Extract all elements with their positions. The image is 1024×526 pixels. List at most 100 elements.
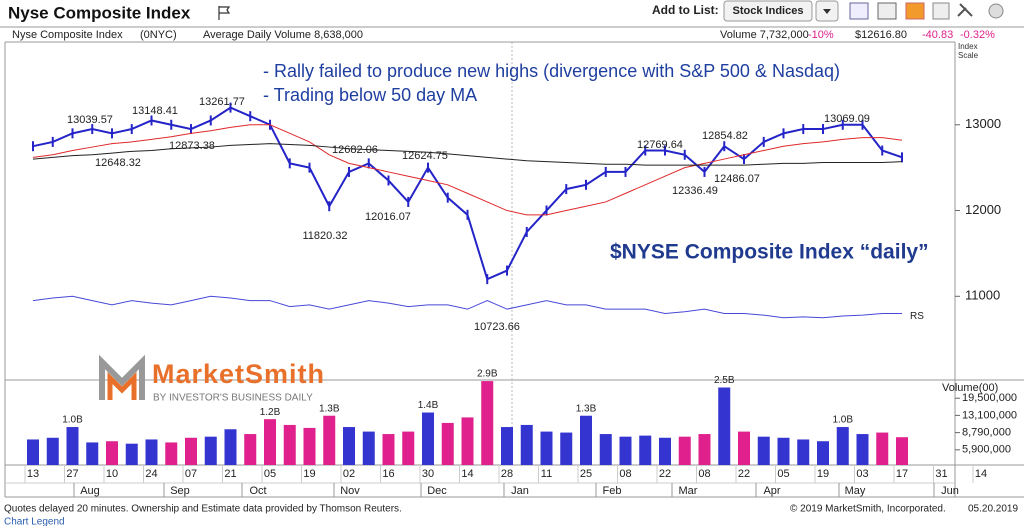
y-tick-label: 12000 <box>965 202 1001 217</box>
x-tick-label: 13 <box>27 468 39 480</box>
month-label: Oct <box>249 485 266 497</box>
price-label: 10723.66 <box>474 321 520 333</box>
volume-label: 2.5B <box>714 375 735 386</box>
price-label: 12682.06 <box>332 144 378 156</box>
help-icon[interactable] <box>988 3 1004 19</box>
volume-bar <box>165 442 178 465</box>
month-label: Jan <box>511 485 529 497</box>
volume-bar <box>599 434 612 465</box>
footer-copyright: © 2019 MarketSmith, Incorporated. <box>790 504 946 515</box>
volume-bar <box>876 432 889 465</box>
volume-bar <box>540 431 553 465</box>
note: - Trading below 50 day MA <box>263 85 477 105</box>
volume-bar <box>125 443 138 465</box>
y-tick-label: 13,100,000 <box>962 409 1017 421</box>
price-label: 13069.09 <box>824 113 870 125</box>
volume-label: 1.3B <box>319 403 340 414</box>
volume-bar <box>461 417 474 465</box>
month-label: Sep <box>170 485 190 497</box>
x-tick-label: 21 <box>224 468 236 480</box>
x-tick-label: 10 <box>106 468 118 480</box>
volume-bar <box>145 439 158 465</box>
x-tick-label: 08 <box>619 468 631 480</box>
volume-bar <box>264 419 276 465</box>
volume-bar <box>659 437 671 465</box>
volume-bar <box>520 424 533 465</box>
y-axis-label: Volume(00) <box>942 382 998 394</box>
volume-bar <box>204 436 217 465</box>
price-label: 12648.32 <box>95 157 141 169</box>
print-icon[interactable] <box>932 2 950 20</box>
footer-source: Quotes delayed 20 minutes. Ownership and… <box>4 504 402 515</box>
logo-name: MarketSmith <box>152 359 325 389</box>
month-label: Jun <box>941 485 959 497</box>
volume-label: 1.0B <box>832 415 853 426</box>
volume-bar <box>323 415 336 465</box>
month-label: Nov <box>340 485 360 497</box>
volume-bar <box>27 439 39 465</box>
tools-icon[interactable] <box>957 3 973 17</box>
scale-label: Index Scale <box>958 42 979 60</box>
footer-date: 05.20.2019 <box>968 504 1018 515</box>
price-label: 12624.75 <box>402 150 448 162</box>
info-change: -40.83 <box>922 29 953 41</box>
x-tick-label: 24 <box>145 468 157 480</box>
month-label: Mar <box>679 485 698 497</box>
price-label: 12873.38 <box>169 140 215 152</box>
volume-label: 2.9B <box>477 369 498 380</box>
logo: MarketSmith BY INVESTOR'S BUSINESS DAILY <box>99 354 325 404</box>
info-name: Nyse Composite Index <box>12 29 123 41</box>
info-symbol: (0NYC) <box>140 29 177 41</box>
volume-bar <box>501 427 513 465</box>
export-icon[interactable] <box>905 2 925 20</box>
volume-bar <box>402 431 415 465</box>
volume-bar <box>481 381 494 465</box>
x-tick-label: 08 <box>698 468 710 480</box>
month-label: May <box>845 485 866 497</box>
price-label: 12016.07 <box>365 211 411 223</box>
volume-bar <box>86 442 99 465</box>
price-label: 12486.07 <box>714 173 760 185</box>
indicator-line <box>32 124 903 216</box>
volume-label: 1.3B <box>576 403 597 414</box>
x-tick-label: 14 <box>461 468 473 480</box>
price-label: 11820.32 <box>302 230 347 242</box>
dropdown-arrow <box>823 9 831 14</box>
list-button[interactable] <box>723 0 813 22</box>
chart-label: $NYSE Composite Index “daily” <box>610 241 929 264</box>
volume-label: 1.0B <box>62 415 83 426</box>
month-label: Aug <box>80 485 100 497</box>
page-title: Nyse Composite Index <box>8 3 191 22</box>
volume-bar <box>639 435 652 465</box>
scale-label-box: Index Scale <box>958 42 979 60</box>
volume-bar <box>738 431 750 465</box>
x-tick-label: 02 <box>343 468 355 480</box>
flag-icon[interactable] <box>218 6 231 20</box>
table-icon[interactable] <box>877 2 897 20</box>
y-tick-label: 13000 <box>965 116 1001 131</box>
info-price: $12616.80 <box>855 29 907 41</box>
volume-bar <box>303 427 316 465</box>
volume-label: 1.2B <box>260 407 281 418</box>
volume-label: 1.4B <box>418 400 439 411</box>
x-tick-label: 14 <box>975 468 987 480</box>
list-button-label: Stock Indices <box>733 5 804 17</box>
chart-legend-link[interactable]: Chart Legend <box>4 517 65 526</box>
month-label: Dec <box>427 485 447 497</box>
x-tick-label: 05 <box>264 468 276 480</box>
logo-mark <box>99 354 145 400</box>
series-label: RS <box>910 311 924 322</box>
add-to-list-label: Add to List: <box>652 3 719 17</box>
volume-bar <box>382 434 395 465</box>
volume-bar <box>106 441 118 465</box>
x-tick-label: 28 <box>501 468 513 480</box>
volume-bar <box>422 412 434 465</box>
price-label: 12336.49 <box>672 185 718 197</box>
chart-icon[interactable] <box>849 2 869 20</box>
volume-bar <box>441 422 454 465</box>
info-volume: Volume 7,732,000 <box>720 29 809 41</box>
x-tick-label: 11 <box>541 468 552 480</box>
volume-bar <box>244 434 257 465</box>
volume-bar <box>46 437 59 465</box>
